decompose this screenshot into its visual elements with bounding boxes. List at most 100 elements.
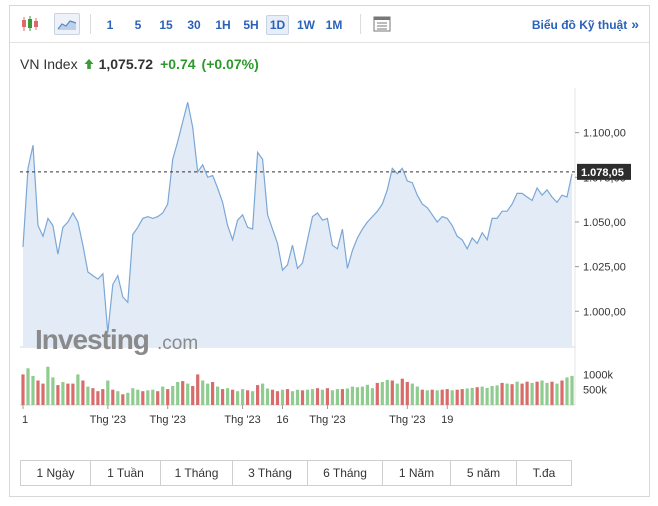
price-chart[interactable]: Investing .com 1.100,001.075,001.050,001…	[10, 6, 649, 426]
watermark-suffix: .com	[157, 333, 198, 354]
volume-bar	[151, 389, 155, 405]
volume-bar	[265, 388, 270, 405]
volume-bar	[570, 375, 574, 405]
interval-15[interactable]: 15	[159, 18, 173, 32]
volume-bar	[71, 383, 75, 405]
range-5-years[interactable]: 5 năm	[451, 461, 517, 485]
volume-bar	[211, 382, 215, 405]
range-1-day[interactable]: 1 Ngày	[21, 461, 91, 485]
volume-bar	[91, 388, 95, 405]
technical-chart-link[interactable]: Biểu đồ Kỹ thuật»	[532, 16, 639, 32]
volume-bar	[31, 375, 35, 405]
volume-bar	[161, 386, 165, 405]
interval-30[interactable]: 30	[187, 18, 201, 32]
volume-bar	[395, 383, 399, 405]
price-line	[22, 102, 573, 333]
volume-bar	[46, 366, 50, 405]
volume-bar	[485, 387, 489, 405]
volume-bar	[555, 383, 559, 405]
volume-bar	[505, 383, 509, 405]
volume-tick-label: 500k	[583, 385, 607, 397]
area-chart-icon[interactable]	[54, 13, 80, 35]
current-price-label: 1.078,05	[581, 167, 624, 179]
interval-1[interactable]: 1	[106, 18, 114, 32]
volume-bar	[470, 387, 474, 405]
volume-bar	[56, 385, 60, 405]
volume-bar	[360, 386, 364, 405]
chevron-right-icon: »	[631, 16, 639, 32]
volume-bar	[440, 389, 444, 405]
volume-bar	[290, 391, 295, 405]
volume-bar	[370, 388, 374, 405]
volume-bar	[295, 389, 300, 405]
volume-bar	[300, 390, 305, 405]
volume-bar	[385, 379, 389, 405]
volume-bar	[186, 383, 190, 405]
volume-bar	[500, 382, 504, 405]
volume-bar	[136, 389, 140, 405]
volume-bar	[490, 386, 494, 405]
volume-bar	[96, 391, 100, 405]
volume-bar	[221, 389, 225, 405]
volume-bar	[126, 392, 130, 406]
last-price: 1,075.72	[98, 56, 154, 72]
volume-bar	[81, 380, 85, 405]
y-tick-label: 1.100,00	[583, 128, 626, 140]
range-1-month[interactable]: 1 Tháng	[161, 461, 233, 485]
price-series-line	[22, 102, 573, 333]
volume-bar	[191, 386, 195, 405]
chart-toolbar: 1 5 15 30 1H 5H 1D 1W 1M Biểu đồ Kỹ thuậ…	[10, 6, 649, 43]
volume-bars	[21, 366, 574, 406]
volume-bar	[520, 383, 524, 405]
x-tick-label: 16	[276, 414, 288, 426]
volume-tick-label: 1000k	[583, 369, 613, 381]
candlestick-chart-icon[interactable]	[18, 13, 42, 35]
table-view-icon[interactable]	[370, 13, 394, 35]
volume-bar	[280, 389, 285, 405]
volume-bar	[141, 391, 145, 405]
volume-bar	[201, 380, 205, 405]
volume-bar	[540, 380, 544, 405]
volume-bar	[86, 386, 90, 405]
interval-1h[interactable]: 1H	[215, 18, 231, 32]
volume-bar	[400, 378, 404, 405]
quote-header: VN Index 1,075.72 +0.74 (+0.07%)	[20, 54, 259, 74]
volume-bar	[475, 387, 479, 405]
watermark-brand: Investing	[35, 324, 149, 355]
volume-bar	[535, 381, 539, 405]
range-6-months[interactable]: 6 Tháng	[308, 461, 383, 485]
time-axis: 1 Thg '23 Thg '23 Thg '23 16 Thg '23 Thg '23 19	[22, 405, 453, 426]
volume-bar	[425, 390, 429, 405]
price-change: +0.74	[160, 56, 196, 72]
volume-bar	[405, 382, 409, 405]
volume-bar	[236, 391, 240, 405]
range-3-months[interactable]: 3 Tháng	[233, 461, 308, 485]
volume-bar	[420, 389, 424, 405]
volume-bar	[206, 383, 210, 405]
volume-bar	[375, 382, 379, 405]
volume-bar	[171, 386, 175, 405]
volume-bar	[415, 386, 419, 405]
interval-1d[interactable]: 1D	[266, 15, 289, 35]
interval-5h[interactable]: 5H	[243, 18, 259, 32]
range-1-year[interactable]: 1 Năm	[383, 461, 451, 485]
volume-bar	[350, 386, 354, 405]
interval-5[interactable]: 5	[134, 18, 142, 32]
volume-bar	[101, 389, 105, 405]
price-area	[23, 102, 572, 347]
investing-watermark: Investing .com	[35, 324, 198, 355]
volume-bar	[310, 389, 315, 405]
range-max[interactable]: T.đa	[517, 461, 571, 485]
volume-bar	[560, 380, 564, 405]
volume-bar	[495, 385, 499, 405]
volume-bar	[320, 389, 324, 405]
volume-bar	[530, 382, 534, 405]
volume-bar	[345, 388, 349, 405]
volume-bar	[565, 377, 569, 405]
interval-1m[interactable]: 1M	[325, 18, 343, 32]
volume-bar	[270, 389, 275, 405]
range-1-week[interactable]: 1 Tuần	[91, 461, 161, 485]
volume-bar	[460, 389, 464, 405]
volume-bar	[41, 383, 45, 405]
interval-1w[interactable]: 1W	[297, 18, 315, 32]
